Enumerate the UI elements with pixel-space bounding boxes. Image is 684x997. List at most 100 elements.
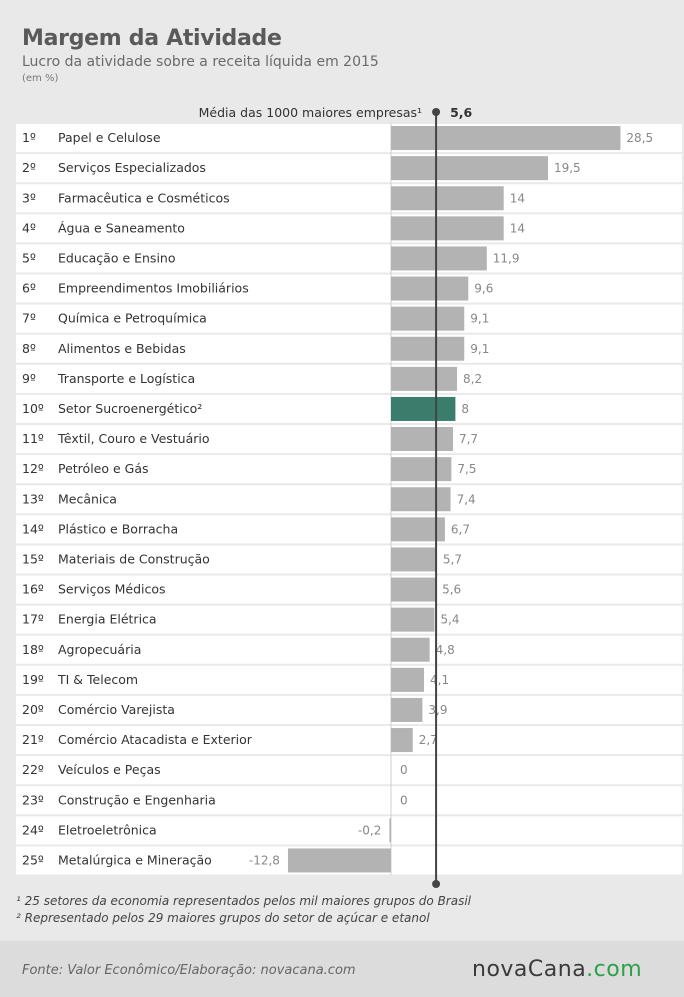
bar — [391, 697, 423, 722]
value-label: -12,8 — [249, 853, 280, 867]
footnote-1: ¹ 25 setores da economia representados p… — [16, 894, 472, 908]
value-label: 9,6 — [474, 282, 493, 296]
category-label: Materiais de Construção — [58, 551, 210, 566]
category-label: Plástico e Borracha — [58, 521, 178, 536]
rank-label: 16º — [22, 582, 44, 597]
category-label: Mecânica — [58, 491, 117, 506]
value-label: 6,7 — [451, 522, 470, 536]
category-label: Química e Petroquímica — [58, 311, 207, 326]
rank-label: 6º — [22, 281, 36, 296]
row-background — [16, 184, 682, 213]
bar — [391, 396, 456, 421]
row-background — [16, 756, 682, 785]
row-background — [16, 485, 682, 514]
novacana-logo: novaCana.com — [472, 957, 642, 982]
value-label: 2,7 — [419, 733, 438, 747]
rank-label: 23º — [22, 792, 44, 807]
rank-label: 18º — [22, 642, 44, 657]
average-marker-bottom — [432, 880, 441, 888]
value-label: 28,5 — [626, 131, 653, 145]
category-label: Têxtil, Couro e Vestuário — [57, 431, 210, 446]
value-label: 7,7 — [459, 432, 478, 446]
average-label: Média das 1000 maiores empresas¹ — [199, 105, 422, 120]
bar — [391, 637, 430, 662]
chart-units: (em %) — [22, 73, 59, 84]
category-label: TI & Telecom — [57, 672, 138, 687]
rank-label: 10º — [22, 401, 44, 416]
bar — [391, 156, 548, 181]
average-value-label: 5,6 — [450, 105, 472, 120]
rank-label: 11º — [22, 431, 44, 446]
value-label: 3,9 — [428, 703, 447, 717]
value-label: 4,1 — [430, 673, 449, 687]
value-label: 14 — [510, 221, 525, 235]
category-label: Eletroeletrônica — [58, 822, 157, 837]
row-background — [16, 304, 682, 333]
rank-label: 9º — [22, 371, 36, 386]
category-label: Setor Sucroenergético² — [58, 401, 202, 416]
row-background — [16, 635, 682, 664]
row-background — [16, 665, 682, 694]
value-label: 19,5 — [554, 161, 581, 175]
rank-label: 25º — [22, 852, 44, 867]
row-background — [16, 274, 682, 303]
category-label: Comércio Atacadista e Exterior — [58, 732, 253, 747]
value-label: 4,8 — [436, 643, 455, 657]
bar — [389, 818, 391, 843]
category-label: Agropecuária — [58, 642, 141, 657]
bar — [391, 366, 458, 391]
row-background — [16, 244, 682, 273]
rank-label: 21º — [22, 732, 44, 747]
value-label: -0,2 — [358, 823, 381, 837]
value-label: 0 — [400, 793, 408, 807]
rank-label: 22º — [22, 762, 44, 777]
bar — [391, 667, 425, 692]
logo-tld: com — [593, 957, 643, 982]
bar — [391, 246, 487, 271]
source-credit: Fonte: Valor Econômico/Elaboração: novac… — [22, 963, 356, 978]
rank-label: 13º — [22, 491, 44, 506]
row-background — [16, 695, 682, 724]
category-label: Veículos e Peças — [58, 762, 161, 777]
bar — [391, 216, 504, 241]
bar — [391, 457, 452, 482]
row-background — [16, 545, 682, 574]
value-label: 11,9 — [493, 251, 520, 265]
category-label: Farmacêutica e Cosméticos — [58, 190, 230, 205]
category-label: Comércio Varejista — [58, 702, 175, 717]
bar — [391, 728, 413, 753]
value-label: 0 — [400, 763, 408, 777]
bar — [391, 547, 437, 572]
category-label: Metalúrgica e Mineração — [58, 852, 212, 867]
row-background — [16, 605, 682, 634]
row-background — [16, 154, 682, 183]
rank-label: 14º — [22, 521, 44, 536]
rank-label: 3º — [22, 190, 36, 205]
value-label: 7,5 — [457, 462, 476, 476]
row-background — [16, 214, 682, 243]
bar — [391, 487, 451, 512]
rank-label: 7º — [22, 311, 36, 326]
footnotes: ¹ 25 setores da economia representados p… — [16, 893, 471, 927]
chart-title: Margem da Atividade — [22, 26, 282, 51]
value-label: 7,4 — [457, 492, 476, 506]
row-background — [16, 726, 682, 755]
category-label: Educação e Ensino — [58, 250, 175, 265]
rank-label: 24º — [22, 822, 44, 837]
rank-label: 15º — [22, 551, 44, 566]
value-label: 14 — [510, 191, 525, 205]
value-label: 5,6 — [442, 583, 461, 597]
row-background — [16, 816, 682, 845]
row-background — [16, 575, 682, 604]
row-background — [16, 394, 682, 423]
rank-label: 19º — [22, 672, 44, 687]
value-label: 9,1 — [470, 312, 489, 326]
row-background — [16, 334, 682, 363]
row-background — [16, 364, 682, 393]
rank-label: 20º — [22, 702, 44, 717]
average-marker-top — [432, 108, 441, 116]
bar — [391, 336, 465, 361]
category-label: Transporte e Logística — [57, 371, 195, 386]
footnote-2: ² Representado pelos 29 maiores grupos d… — [16, 911, 430, 925]
bar — [287, 848, 391, 873]
